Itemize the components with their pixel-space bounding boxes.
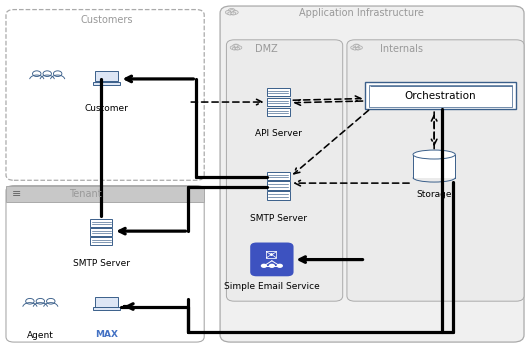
FancyBboxPatch shape — [6, 186, 204, 342]
Bar — [366, 82, 516, 109]
Bar — [95, 71, 118, 81]
FancyBboxPatch shape — [6, 10, 204, 180]
Text: ≡: ≡ — [12, 189, 21, 199]
FancyBboxPatch shape — [250, 242, 294, 276]
Bar — [267, 172, 290, 180]
Circle shape — [356, 47, 360, 50]
Circle shape — [357, 46, 363, 49]
Text: DMZ: DMZ — [255, 44, 278, 54]
Circle shape — [228, 9, 235, 14]
Circle shape — [277, 264, 283, 268]
Bar — [369, 85, 513, 107]
Circle shape — [351, 46, 356, 49]
Circle shape — [228, 12, 232, 15]
Bar — [267, 191, 290, 200]
Text: Agent: Agent — [27, 331, 54, 341]
Text: SMTP Server: SMTP Server — [250, 214, 307, 223]
Circle shape — [231, 12, 236, 15]
Circle shape — [261, 264, 267, 268]
Bar — [90, 228, 112, 236]
Bar — [413, 155, 455, 177]
FancyBboxPatch shape — [347, 40, 524, 301]
Ellipse shape — [413, 150, 455, 159]
Text: Customer: Customer — [84, 104, 128, 113]
Bar — [6, 186, 204, 202]
Text: ✉: ✉ — [266, 248, 278, 263]
Text: ⚿: ⚿ — [355, 45, 358, 50]
Circle shape — [225, 10, 231, 14]
Text: Tenant: Tenant — [69, 189, 102, 199]
Bar — [93, 82, 120, 85]
Bar — [93, 307, 120, 311]
Text: ⚿: ⚿ — [234, 45, 238, 50]
Circle shape — [233, 44, 240, 49]
Text: Application Infrastructure: Application Infrastructure — [299, 8, 424, 18]
Bar — [90, 237, 112, 245]
Circle shape — [353, 47, 357, 50]
Circle shape — [235, 47, 240, 50]
Circle shape — [233, 10, 238, 14]
Circle shape — [353, 44, 360, 49]
Bar — [90, 219, 112, 227]
Circle shape — [237, 46, 242, 49]
Text: Orchestration: Orchestration — [405, 91, 476, 101]
Bar — [267, 88, 290, 96]
Text: Internals: Internals — [380, 44, 423, 54]
FancyBboxPatch shape — [226, 40, 343, 301]
Text: Storage: Storage — [417, 190, 452, 199]
Text: Simple Email Service: Simple Email Service — [224, 282, 320, 291]
Bar — [267, 181, 290, 190]
Text: Customers: Customers — [80, 15, 132, 25]
Bar — [267, 98, 290, 106]
Bar — [267, 108, 290, 116]
Text: SMTP Server: SMTP Server — [73, 258, 130, 267]
Bar — [95, 297, 118, 307]
FancyBboxPatch shape — [220, 6, 524, 342]
Circle shape — [230, 46, 235, 49]
Text: ⚿: ⚿ — [230, 9, 234, 15]
Text: MAX: MAX — [95, 330, 118, 340]
Circle shape — [269, 264, 275, 268]
Text: API Server: API Server — [255, 129, 302, 138]
Circle shape — [232, 47, 236, 50]
